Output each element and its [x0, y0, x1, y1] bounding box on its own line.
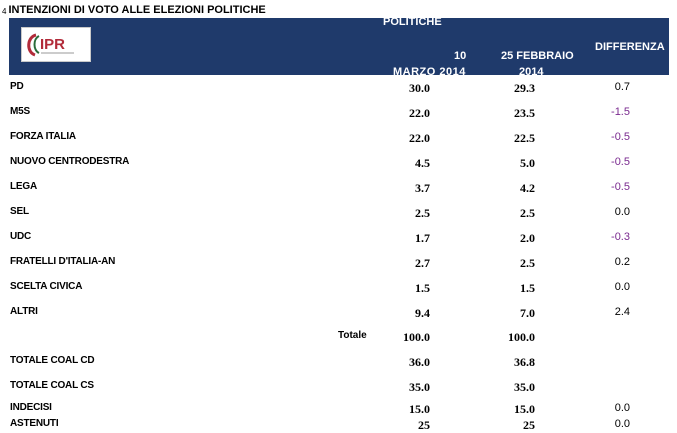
header-diff-label: DIFFERENZA: [595, 41, 665, 53]
value-febbraio: 15.0: [514, 402, 535, 416]
header-col2-line2: 2014: [519, 66, 544, 78]
value-diff: 0.0: [614, 206, 630, 218]
header-col1-line1: 10: [454, 50, 467, 62]
value-febbraio: 29.3: [514, 81, 535, 95]
value-diff: 0.0: [614, 418, 630, 430]
party-label: UDC: [10, 231, 32, 242]
party-label: SCELTA CIVICA: [10, 281, 83, 292]
value-febbraio: 5.0: [520, 156, 535, 170]
value-marzo: 1.5: [415, 281, 430, 295]
ipr-logo: IPR: [21, 27, 91, 62]
value-febbraio: 2.5: [520, 256, 535, 270]
header-col1-line2: MARZO 2014: [393, 66, 466, 78]
table-row: FRATELLI D'ITALIA-AN 2.7 2.5 0.2: [0, 256, 677, 270]
summary-row: INDECISI 15.0 15.0 0.0: [0, 402, 677, 416]
totale-febbraio: 100.0: [508, 330, 535, 344]
party-label: FRATELLI D'ITALIA-AN: [10, 256, 116, 267]
value-febbraio: 23.5: [514, 106, 535, 120]
totale-marzo: 100.0: [403, 330, 430, 344]
party-label: SEL: [10, 206, 29, 217]
value-marzo: 2.7: [415, 256, 430, 270]
value-marzo: 3.7: [415, 181, 430, 195]
page-title: INTENZIONI DI VOTO ALLE ELEZIONI POLITIC…: [8, 4, 266, 16]
value-febbraio: 1.5: [520, 281, 535, 295]
value-diff: -0.5: [611, 131, 630, 143]
header-col2-line1: 25 FEBBRAIO: [501, 50, 574, 62]
value-marzo: 22.0: [409, 106, 430, 120]
value-diff: -0.5: [611, 156, 630, 168]
value-diff: -1.5: [611, 106, 630, 118]
table-row: NUOVO CENTRODESTRA 4.5 5.0 -0.5: [0, 156, 677, 170]
value-diff: 2.4: [614, 306, 630, 318]
summary-label: TOTALE COAL CD: [10, 355, 95, 366]
value-marzo: 2.5: [415, 206, 430, 220]
totale-row: Totale 100.0 100.0: [0, 330, 677, 344]
value-diff: 0.0: [614, 281, 630, 293]
value-febbraio: 35.0: [514, 380, 535, 394]
table-row: UDC 1.7 2.0 -0.3: [0, 231, 677, 245]
value-febbraio: 2.5: [520, 206, 535, 220]
page-title-row: 4 INTENZIONI DI VOTO ALLE ELEZIONI POLIT…: [2, 2, 266, 16]
summary-label: TOTALE COAL CS: [10, 380, 94, 391]
table-row: SCELTA CIVICA 1.5 1.5 0.0: [0, 281, 677, 295]
summary-row: TOTALE COAL CS 35.0 35.0: [0, 380, 677, 394]
value-febbraio: 4.2: [520, 181, 535, 195]
table-row: M5S 22.0 23.5 -1.5: [0, 106, 677, 120]
value-marzo: 4.5: [415, 156, 430, 170]
value-febbraio: 7.0: [520, 306, 535, 320]
table-row: PD 30.0 29.3 0.7: [0, 81, 677, 95]
page-number: 4: [2, 7, 7, 16]
party-label: LEGA: [10, 181, 37, 192]
header-section-label: POLITICHE: [383, 16, 442, 28]
value-marzo: 1.7: [415, 231, 430, 245]
value-febbraio: 25: [523, 418, 535, 432]
value-febbraio: 2.0: [520, 231, 535, 245]
value-febbraio: 22.5: [514, 131, 535, 145]
party-label: NUOVO CENTRODESTRA: [10, 156, 130, 167]
svg-text:IPR: IPR: [40, 36, 65, 53]
table-row: SEL 2.5 2.5 0.0: [0, 206, 677, 220]
value-diff: 0.0: [614, 402, 630, 414]
value-diff: 0.2: [614, 256, 630, 268]
table-row: FORZA ITALIA 22.0 22.5 -0.5: [0, 131, 677, 145]
value-diff: 0.7: [614, 81, 630, 93]
party-label: ALTRI: [10, 306, 38, 317]
ipr-logo-icon: IPR: [27, 33, 74, 57]
value-marzo: 36.0: [409, 355, 430, 369]
value-febbraio: 36.8: [514, 355, 535, 369]
party-label: M5S: [10, 106, 30, 117]
table-row: ALTRI 9.4 7.0 2.4: [0, 306, 677, 320]
value-diff: -0.3: [611, 231, 630, 243]
summary-label: INDECISI: [10, 402, 52, 413]
table-header: IPR POLITICHE 10 MARZO 2014 25 FEBBRAIO …: [9, 16, 669, 78]
value-marzo: 35.0: [409, 380, 430, 394]
value-marzo: 9.4: [415, 306, 430, 320]
party-label: PD: [10, 81, 24, 92]
value-marzo: 25: [418, 418, 430, 432]
totale-label: Totale: [338, 330, 367, 341]
summary-row: TOTALE COAL CD 36.0 36.8: [0, 355, 677, 369]
table-row: LEGA 3.7 4.2 -0.5: [0, 181, 677, 195]
value-marzo: 30.0: [409, 81, 430, 95]
summary-row: ASTENUTI 25 25 0.0: [0, 418, 677, 432]
party-label: FORZA ITALIA: [10, 131, 76, 142]
summary-label: ASTENUTI: [10, 418, 59, 429]
value-diff: -0.5: [611, 181, 630, 193]
value-marzo: 22.0: [409, 131, 430, 145]
value-marzo: 15.0: [409, 402, 430, 416]
